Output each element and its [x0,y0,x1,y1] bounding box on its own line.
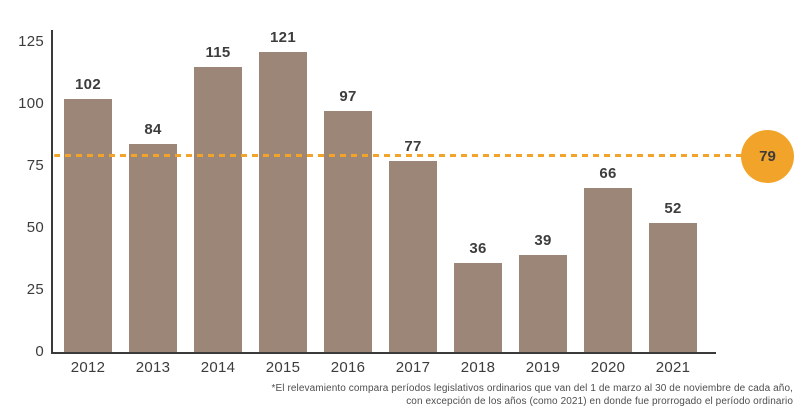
bar-value-label: 77 [404,138,422,156]
x-axis-tick-label: 2019 [525,359,561,376]
bar-value-label: 66 [599,165,617,183]
bar-2014 [194,66,242,352]
y-axis-tick-label: 25 [26,281,44,298]
bar-2015 [259,51,307,352]
reference-value-label: 79 [759,148,776,165]
footnote-line-2: con excepción de los años (como 2021) en… [406,395,793,407]
bar-value-label: 102 [75,76,101,94]
y-axis-tick-label: 100 [18,95,44,112]
x-axis-tick-label: 2021 [655,359,691,376]
bar-2012 [64,99,112,352]
bar-2018 [454,262,502,352]
y-axis-tick-label: 0 [35,343,44,360]
bar-2021 [649,223,697,352]
bar-value-label: 39 [534,232,552,250]
bar-2016 [324,111,372,352]
x-axis-tick-label: 2013 [135,359,171,376]
chart-footnote: *El relevamiento compara períodos legisl… [180,383,793,408]
x-axis-tick-label: 2016 [330,359,366,376]
x-axis-tick-label: 2017 [395,359,431,376]
bar-2013 [129,143,177,352]
bar-value-label: 36 [469,239,487,257]
y-axis-tick-label: 50 [26,219,44,236]
x-axis-tick-label: 2014 [200,359,236,376]
bar-2019 [519,255,567,352]
reference-dashed-line [54,154,744,157]
bar-value-label: 97 [339,88,357,106]
bar-value-label: 115 [205,43,231,61]
bar-value-label: 121 [270,28,296,46]
x-axis-tick-label: 2020 [590,359,626,376]
x-axis-tick-label: 2018 [460,359,496,376]
y-axis-tick-label: 75 [26,157,44,174]
bar-2017 [389,161,437,352]
x-axis-tick-label: 2015 [265,359,301,376]
bar-2020 [584,188,632,352]
y-axis-tick-label: 125 [18,33,44,50]
x-axis-line [51,352,716,354]
footnote-line-1: *El relevamiento compara períodos legisl… [271,383,793,394]
reference-value-badge: 79 [741,130,794,183]
bar-value-label: 84 [144,120,162,138]
bar-value-label: 52 [664,200,682,218]
x-axis-tick-label: 2012 [70,359,106,376]
y-axis-line [51,30,53,354]
